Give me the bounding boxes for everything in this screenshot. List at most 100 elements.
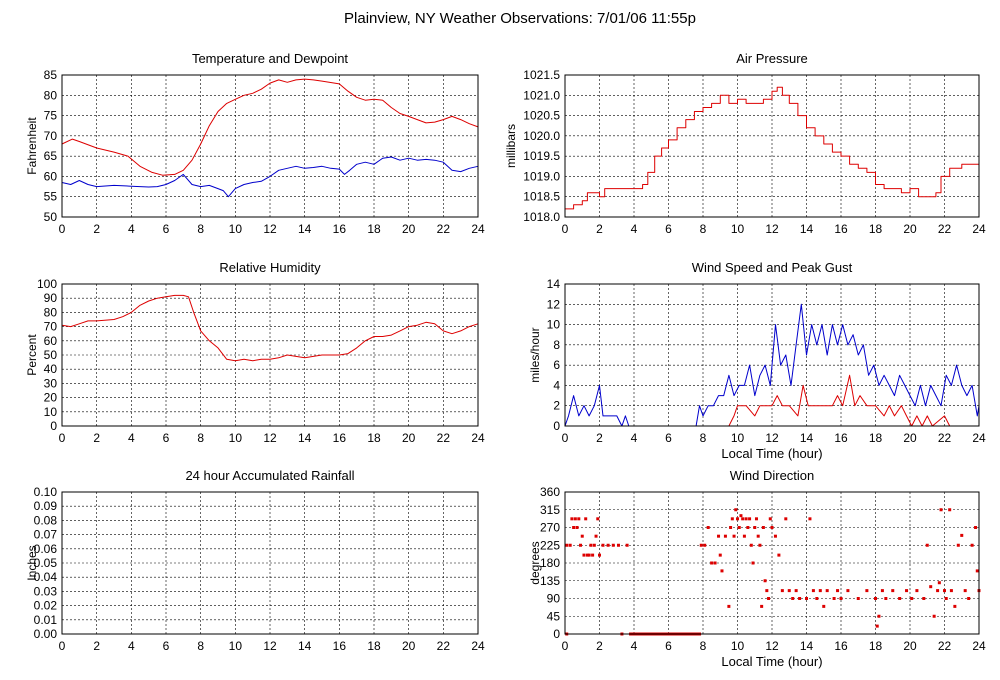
y-tick-label: 10 <box>547 318 561 332</box>
air-pressure-chart: Air Pressure millibars 0 2 4 6 8 10 12 14 16 18 20… <box>504 51 986 236</box>
data-point <box>910 597 914 600</box>
y-tick-label: 85 <box>44 68 58 82</box>
y-tick-label: 1019.5 <box>523 149 560 163</box>
y-tick-label: 0 <box>50 419 57 433</box>
y-tick-label: 1018.5 <box>523 190 560 204</box>
x-tick-label: 6 <box>163 431 170 445</box>
data-point <box>748 517 752 521</box>
x-tick-label: 12 <box>263 222 277 236</box>
y-tick-label: 0.07 <box>34 528 58 542</box>
grid-lines <box>62 284 478 426</box>
y-tick-label: 0.06 <box>34 542 58 556</box>
x-tick-label: 24 <box>471 639 485 653</box>
series-line-0 <box>61 78 479 176</box>
x-tick-label: 8 <box>700 431 707 445</box>
data-point <box>875 624 879 628</box>
y-axis-label: Percent <box>25 334 39 376</box>
x-tick-label: 10 <box>731 639 745 653</box>
x-tick-label: 22 <box>938 222 952 236</box>
y-tick-label: 40 <box>44 362 58 376</box>
grid-lines <box>565 492 979 634</box>
x-axis-label: Local Time (hour) <box>721 654 822 669</box>
chart-title: 24 hour Accumulated Rainfall <box>185 468 354 483</box>
y-tick-label: 1018.0 <box>523 210 560 224</box>
data-point <box>625 543 629 547</box>
x-tick-label: 18 <box>367 431 381 445</box>
data-point <box>880 589 884 593</box>
x-tick-label: 14 <box>298 222 312 236</box>
grid-lines <box>565 284 979 426</box>
x-tick-label: 22 <box>437 431 451 445</box>
data-point <box>706 526 710 529</box>
data-point <box>761 526 765 529</box>
y-tick-label: 80 <box>44 305 58 319</box>
data-point <box>784 517 788 521</box>
data-point <box>773 534 777 538</box>
x-tick-label: 12 <box>765 431 779 445</box>
y-tick-label: 90 <box>547 592 561 606</box>
chart-title: Wind Speed and Peak Gust <box>692 260 853 275</box>
series-line-1 <box>565 374 979 427</box>
x-tick-label: 6 <box>665 431 672 445</box>
data-point <box>856 597 860 600</box>
data-point <box>606 543 610 547</box>
data-point <box>729 526 733 529</box>
x-tick-label: 0 <box>562 639 569 653</box>
data-point <box>758 543 762 547</box>
x-tick-label: 20 <box>903 222 917 236</box>
data-point <box>582 553 586 557</box>
x-tick-label: 0 <box>59 639 66 653</box>
x-tick-label: 16 <box>333 639 347 653</box>
data-point <box>577 517 581 521</box>
data-point <box>727 604 731 608</box>
x-tick-label: 12 <box>765 639 779 653</box>
y-tick-label: 70 <box>44 129 58 143</box>
data-point <box>811 589 815 593</box>
data-point <box>839 597 843 600</box>
x-tick-label: 24 <box>972 431 986 445</box>
data-point <box>791 597 795 600</box>
y-tick-label: 1021.5 <box>523 68 560 82</box>
y-tick-label: 30 <box>44 376 58 390</box>
data-point <box>780 589 784 593</box>
data-point <box>585 553 589 557</box>
data-point <box>718 553 722 557</box>
y-tick-label: 45 <box>547 609 561 623</box>
y-tick-label: 1019.0 <box>523 169 560 183</box>
data-point <box>936 589 940 593</box>
data-point <box>815 597 819 600</box>
y-axis-label: Inches <box>25 545 39 580</box>
x-tick-label: 14 <box>298 639 312 653</box>
x-tick-label: 6 <box>665 639 672 653</box>
x-tick-label: 10 <box>229 222 243 236</box>
data-point <box>598 553 601 557</box>
y-tick-label: 90 <box>44 291 58 305</box>
y-tick-label: 55 <box>44 190 58 204</box>
x-tick-label: 0 <box>562 431 569 445</box>
x-axis-label: Local Time (hour) <box>721 446 822 461</box>
y-tick-label: 0.01 <box>34 613 58 627</box>
x-tick-label: 14 <box>298 431 312 445</box>
y-tick-label: 6 <box>553 358 560 372</box>
y-tick-label: 1020.5 <box>523 109 560 123</box>
data-point <box>767 597 771 600</box>
data-point <box>963 589 967 593</box>
data-point <box>710 561 714 565</box>
data-point <box>611 543 615 547</box>
data-point <box>898 597 902 600</box>
data-point <box>572 526 576 529</box>
x-tick-label: 24 <box>972 222 986 236</box>
data-point <box>925 543 929 547</box>
x-tick-label: 2 <box>596 431 603 445</box>
data-point <box>744 517 748 521</box>
data-point <box>798 597 802 600</box>
y-tick-label: 20 <box>44 391 58 405</box>
plot-frame <box>564 74 980 218</box>
data-point <box>943 589 946 593</box>
y-tick-label: 12 <box>547 297 561 311</box>
page-title: Plainview, NY Weather Observations: 7/01… <box>344 10 696 27</box>
y-tick-label: 1020.0 <box>523 129 560 143</box>
x-tick-label: 4 <box>128 639 135 653</box>
